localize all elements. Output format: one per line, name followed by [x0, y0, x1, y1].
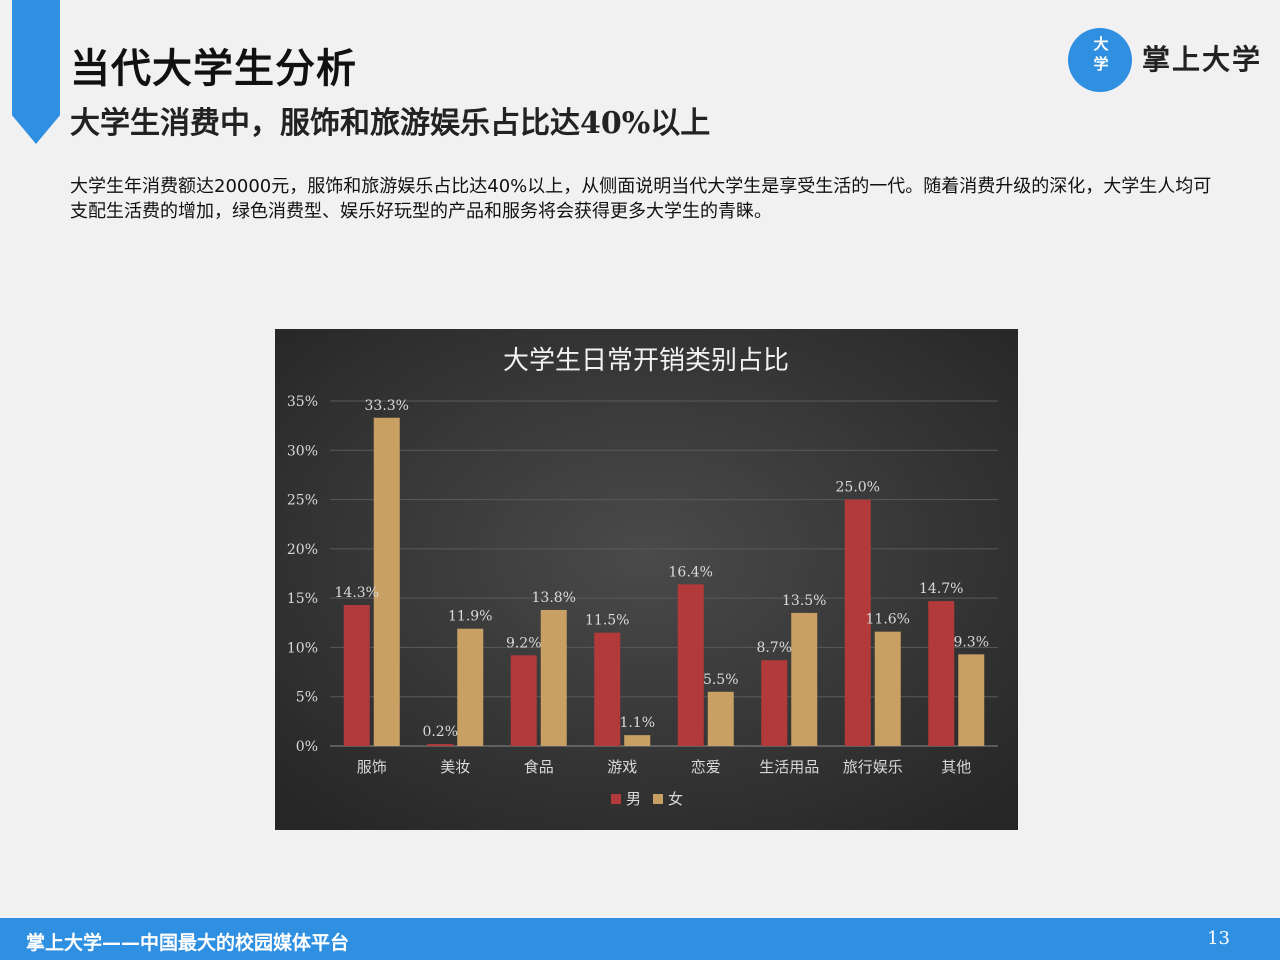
x-tick-label: 游戏	[607, 758, 637, 776]
footer-text: 掌上大学——中国最大的校园媒体平台	[26, 932, 350, 954]
data-label: 14.3%	[335, 585, 379, 601]
bar-male	[677, 584, 704, 746]
data-label: 8.7%	[756, 640, 792, 656]
data-label: 11.9%	[448, 609, 492, 625]
x-tick-label: 美妆	[440, 758, 470, 776]
legend-swatch	[611, 794, 621, 804]
page-subtitle: 大学生消费中，服饰和旅游娱乐占比达40%以上	[70, 106, 711, 141]
data-label: 13.5%	[782, 593, 826, 609]
data-label: 0.2%	[422, 724, 458, 740]
chart-title: 大学生日常开销类别占比	[503, 346, 789, 376]
bar-male	[343, 605, 370, 746]
x-tick-label: 生活用品	[759, 758, 819, 776]
bar-male	[510, 655, 537, 746]
data-label: 33.3%	[365, 398, 409, 414]
bar-male	[594, 632, 621, 746]
data-label: 11.6%	[866, 612, 910, 628]
chart-svg: 大学生日常开销类别占比 0% 5% 10% 15% 20% 25% 30% 35% 14.3% 3…	[275, 329, 1018, 830]
x-tick-label: 食品	[524, 758, 554, 776]
data-label: 13.8%	[532, 590, 576, 606]
x-tick-label: 旅行娱乐	[843, 758, 903, 776]
bar-female	[457, 628, 484, 746]
legend-entry: 男	[626, 790, 641, 808]
x-tick-label: 其他	[941, 758, 971, 776]
bar-male	[427, 744, 454, 746]
data-label: 11.5%	[585, 613, 629, 629]
logo: 大学 掌上大学	[1068, 24, 1268, 92]
bar-female	[707, 691, 734, 746]
x-tick-label: 服饰	[357, 758, 387, 776]
page-title: 当代大学生分析	[70, 46, 357, 92]
bar-female	[874, 631, 901, 746]
legend-entry: 女	[668, 790, 683, 808]
data-label: 5.5%	[703, 672, 739, 688]
y-tick-label: 20%	[287, 542, 318, 558]
page-number: 13	[1207, 928, 1230, 949]
logo-emblem-text: 大学	[1093, 35, 1109, 73]
data-label: 16.4%	[669, 564, 713, 580]
description-text: 大学生年消费额达20000元，服饰和旅游娱乐占比达40%以上，从侧面说明当代大学…	[70, 176, 1212, 222]
bar-female	[373, 417, 400, 746]
data-label: 25.0%	[836, 480, 880, 496]
x-tick-label: 恋爱	[691, 758, 721, 776]
y-tick-label: 0%	[296, 739, 318, 755]
y-tick-label: 15%	[287, 591, 318, 607]
data-label: 14.7%	[919, 581, 963, 597]
data-label: 1.1%	[619, 715, 655, 731]
accent-bar	[12, 0, 60, 144]
bar-female	[624, 735, 651, 746]
bar-male	[761, 660, 788, 746]
bar-male	[844, 499, 871, 746]
bar-male	[928, 601, 955, 746]
bar-female	[791, 612, 818, 746]
y-tick-label: 10%	[287, 640, 318, 656]
y-tick-label: 5%	[296, 690, 318, 706]
logo-emblem-icon	[1068, 28, 1132, 92]
data-label: 9.2%	[506, 635, 542, 651]
y-tick-label: 30%	[287, 443, 318, 459]
bar-female	[958, 654, 985, 746]
y-tick-label: 25%	[287, 493, 318, 509]
data-label: 9.3%	[953, 634, 989, 650]
y-tick-label: 35%	[287, 394, 318, 410]
bar-chart: 大学生日常开销类别占比 0% 5% 10% 15% 20% 25% 30% 35% 14.3% 3…	[275, 329, 1018, 830]
logo-name: 掌上大学	[1142, 43, 1263, 76]
footer-bar: 掌上大学——中国最大的校园媒体平台 13	[0, 918, 1280, 960]
bar-female	[540, 609, 567, 746]
legend-swatch	[653, 794, 663, 804]
